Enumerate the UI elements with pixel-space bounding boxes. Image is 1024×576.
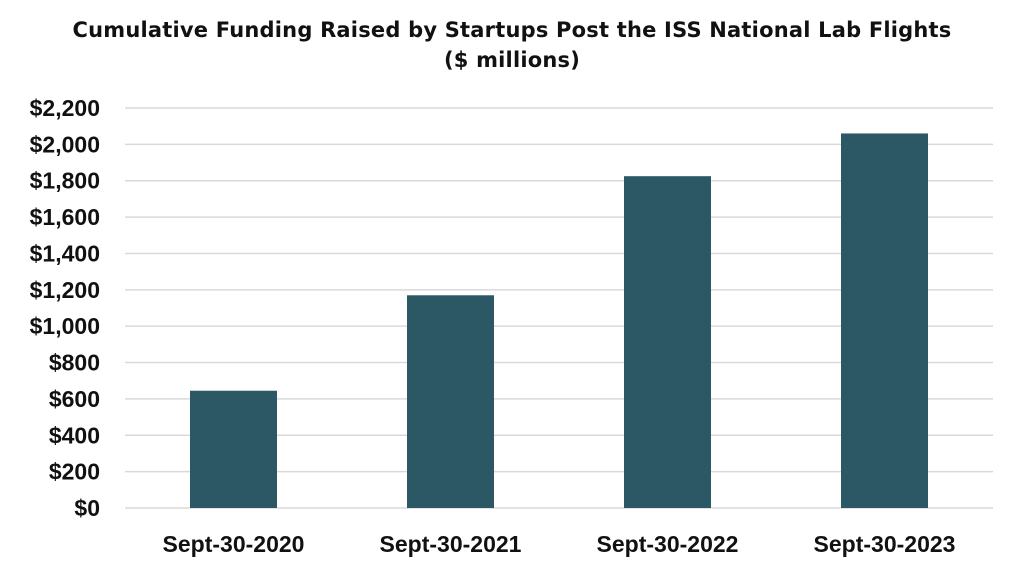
y-tick-label: $1,000	[30, 313, 100, 339]
y-tick-label: $1,400	[30, 240, 100, 266]
y-axis-ticks: $0 $200 $400 $600 $800 $1,000 $1,200 $1,400 $1,6…	[30, 95, 100, 521]
y-tick-label: $2,000	[30, 131, 100, 157]
y-tick-label: $400	[49, 422, 100, 448]
bar	[624, 176, 711, 508]
bar	[841, 133, 928, 509]
y-tick-label: $600	[49, 386, 100, 412]
x-tick-label: Sept-30-2020	[163, 531, 305, 557]
x-axis-ticks: Sept-30-2020 Sept-30-2021 Sept-30-2022 Sept…	[163, 531, 956, 557]
bar	[407, 295, 494, 508]
y-tick-label: $0	[74, 495, 100, 521]
x-tick-label: Sept-30-2022	[597, 531, 739, 557]
x-tick-label: Sept-30-2021	[380, 531, 522, 557]
y-tick-label: $800	[49, 350, 100, 376]
y-tick-label: $200	[49, 459, 100, 485]
y-tick-label: $1,800	[30, 168, 100, 194]
chart-subtitle: ($ millions)	[443, 48, 581, 72]
bar	[190, 390, 277, 508]
y-tick-label: $1,200	[30, 277, 100, 303]
y-tick-label: $2,200	[30, 95, 100, 121]
x-tick-label: Sept-30-2023	[814, 531, 956, 557]
bars	[190, 133, 928, 509]
chart-title: Cumulative Funding Raised by Startups Po…	[72, 18, 952, 42]
y-tick-label: $1,600	[30, 204, 100, 230]
